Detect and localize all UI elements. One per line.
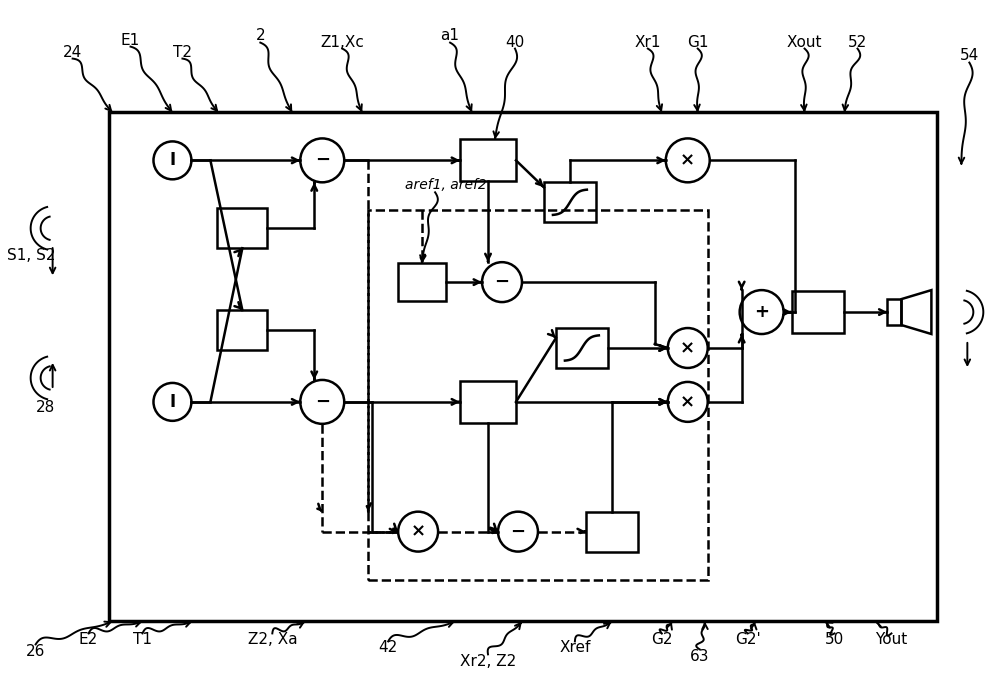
Text: G2: G2 xyxy=(651,632,673,647)
Text: −: − xyxy=(510,522,526,541)
Text: E1: E1 xyxy=(121,33,140,48)
Bar xyxy=(398,263,446,301)
Text: −: − xyxy=(315,393,330,411)
Text: I: I xyxy=(169,151,176,169)
Text: 28: 28 xyxy=(36,400,55,415)
Text: I: I xyxy=(169,393,176,411)
Text: ×: × xyxy=(680,339,695,357)
Text: 63: 63 xyxy=(690,649,709,664)
Text: Z1,Xc: Z1,Xc xyxy=(320,35,364,50)
Bar xyxy=(368,210,708,580)
Text: E2: E2 xyxy=(79,632,98,647)
Text: aref1, aref2: aref1, aref2 xyxy=(405,178,487,193)
Text: Xref: Xref xyxy=(559,640,591,655)
Text: −: − xyxy=(315,151,330,169)
Bar xyxy=(586,512,638,551)
Bar xyxy=(109,112,937,622)
Text: 2: 2 xyxy=(256,28,265,43)
Text: 40: 40 xyxy=(505,35,525,50)
Text: Xout: Xout xyxy=(787,35,822,50)
Bar xyxy=(556,328,608,368)
Bar xyxy=(217,310,267,350)
Text: 42: 42 xyxy=(379,640,398,655)
Text: G2': G2' xyxy=(735,632,761,647)
Text: Z2, Xa: Z2, Xa xyxy=(248,632,297,647)
Bar xyxy=(544,182,596,222)
Text: 24: 24 xyxy=(63,45,82,60)
Text: T2: T2 xyxy=(173,45,192,60)
Text: +: + xyxy=(754,303,769,321)
Bar xyxy=(460,381,516,423)
Text: Xr2, Z2: Xr2, Z2 xyxy=(460,654,516,669)
Text: S1, S2: S1, S2 xyxy=(7,248,55,263)
Text: ×: × xyxy=(680,151,695,169)
Text: −: − xyxy=(494,273,510,291)
Text: T1: T1 xyxy=(133,632,152,647)
Bar xyxy=(217,208,267,248)
Text: G1: G1 xyxy=(687,35,708,50)
Bar xyxy=(460,139,516,181)
Text: ×: × xyxy=(680,393,695,411)
Text: 52: 52 xyxy=(848,35,867,50)
Text: Yout: Yout xyxy=(875,632,908,647)
Text: ×: × xyxy=(411,522,426,541)
Text: 54: 54 xyxy=(960,48,979,63)
Text: Xr1: Xr1 xyxy=(635,35,661,50)
Bar xyxy=(887,299,901,325)
Text: 26: 26 xyxy=(26,644,45,659)
Bar xyxy=(792,291,844,333)
Text: a1: a1 xyxy=(441,28,460,43)
Text: 50: 50 xyxy=(825,632,844,647)
